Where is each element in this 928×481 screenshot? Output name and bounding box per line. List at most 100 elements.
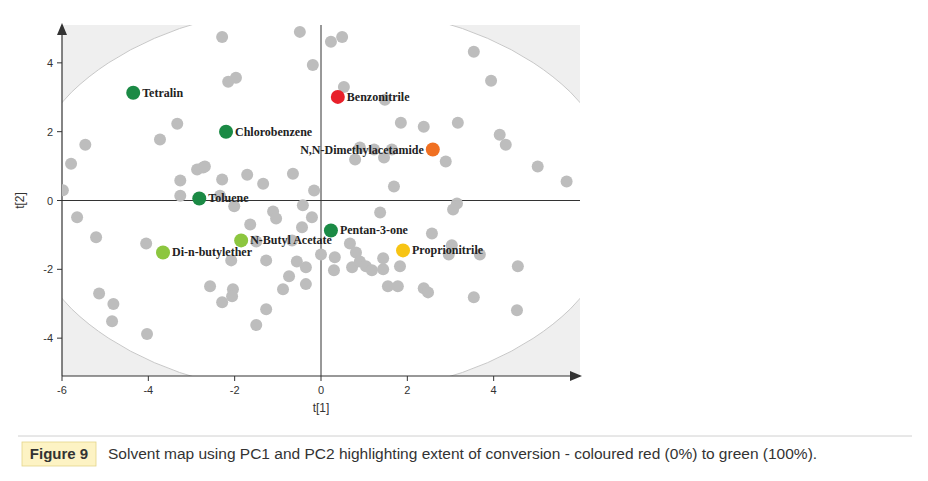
point <box>154 134 166 146</box>
point <box>336 31 348 43</box>
point <box>141 328 153 340</box>
x-arrow <box>570 371 582 381</box>
point-label: Di-n-butylether <box>172 245 253 259</box>
point <box>297 199 309 211</box>
y-tick-label: 2 <box>47 126 53 138</box>
point <box>485 75 497 87</box>
ellipse-shade <box>62 25 580 376</box>
point <box>300 261 312 273</box>
chart: -6-4-2024-4-2024t[1]t[2]TetralinBenzonit… <box>0 0 928 481</box>
point <box>250 319 262 331</box>
x-tick <box>493 376 494 381</box>
point <box>377 252 389 264</box>
point <box>561 176 573 188</box>
point <box>71 211 83 223</box>
point <box>392 280 404 292</box>
point <box>294 26 306 38</box>
point <box>222 76 234 88</box>
y-arrow <box>57 23 67 35</box>
point-label: N,N-Dimethylacetamide <box>300 143 424 157</box>
x-tick-label: 0 <box>318 384 324 396</box>
point <box>315 249 327 261</box>
y-tick-label: 4 <box>47 57 53 69</box>
point <box>500 139 512 151</box>
x-tick-label: -4 <box>143 384 153 396</box>
point <box>511 304 523 316</box>
highlighted-point <box>219 125 233 139</box>
y-tick <box>57 62 62 63</box>
y-tick-label: -2 <box>43 263 53 275</box>
point <box>260 303 272 315</box>
point <box>300 278 312 290</box>
point-label: Chlorobenzene <box>235 125 313 139</box>
point-label: Benzonitrile <box>347 90 410 104</box>
highlighted-point <box>331 90 345 104</box>
point <box>174 190 186 202</box>
point <box>65 158 77 170</box>
x-tick <box>407 376 408 381</box>
chart-root: -6-4-2024-4-2024t[1]t[2]TetralinBenzonit… <box>0 0 928 481</box>
x-tick-label: -6 <box>57 384 67 396</box>
point <box>216 296 228 308</box>
point <box>426 228 438 240</box>
x-axis-title: t[1] <box>313 401 330 415</box>
point <box>296 221 308 233</box>
point <box>532 160 544 172</box>
point-label: N-Butyl Acetate <box>250 233 332 247</box>
y-tick <box>57 200 62 201</box>
point <box>90 231 102 243</box>
point <box>468 46 480 58</box>
point <box>388 180 400 192</box>
y-tick <box>57 131 62 132</box>
highlighted-point <box>156 245 170 259</box>
point <box>270 212 282 224</box>
point <box>107 298 119 310</box>
x-tick <box>321 376 322 381</box>
point <box>226 290 238 302</box>
point-label: Pentan-3-one <box>340 223 409 237</box>
point <box>216 174 228 186</box>
point <box>306 211 318 223</box>
point <box>512 260 524 272</box>
point-label: Tetralin <box>142 86 183 100</box>
point <box>106 315 118 327</box>
point <box>199 160 211 172</box>
x-tick-label: 2 <box>404 384 410 396</box>
ellipse-region <box>62 25 580 376</box>
point-labels: Tetralin Benzonitrile Chlorobenzene N,N-Dim… <box>142 86 484 260</box>
point <box>241 169 253 181</box>
point <box>329 251 341 263</box>
point <box>277 283 289 295</box>
highlighted-point <box>192 191 206 205</box>
x-tick <box>148 376 149 381</box>
point <box>307 59 319 71</box>
point <box>440 156 452 168</box>
point <box>394 260 406 272</box>
point <box>468 291 480 303</box>
point <box>308 185 320 197</box>
point <box>447 203 459 215</box>
figure-label: Figure 9 <box>30 445 88 462</box>
point <box>418 121 430 133</box>
point <box>452 117 464 129</box>
point <box>325 36 337 48</box>
point <box>328 264 340 276</box>
y-tick <box>57 338 62 339</box>
point <box>244 219 256 231</box>
y-tick <box>57 269 62 270</box>
point <box>140 238 152 250</box>
point <box>79 139 91 151</box>
highlighted-point <box>396 243 410 257</box>
point <box>374 207 386 219</box>
point <box>216 31 228 43</box>
caption-rule <box>18 436 912 437</box>
point <box>377 263 389 275</box>
figure-label-box <box>22 442 96 466</box>
y-tick-label: 0 <box>47 195 53 207</box>
point <box>422 286 434 298</box>
point <box>62 184 69 196</box>
point-label: Toluene <box>208 191 249 205</box>
point <box>494 129 506 141</box>
point <box>93 287 105 299</box>
point <box>287 168 299 180</box>
